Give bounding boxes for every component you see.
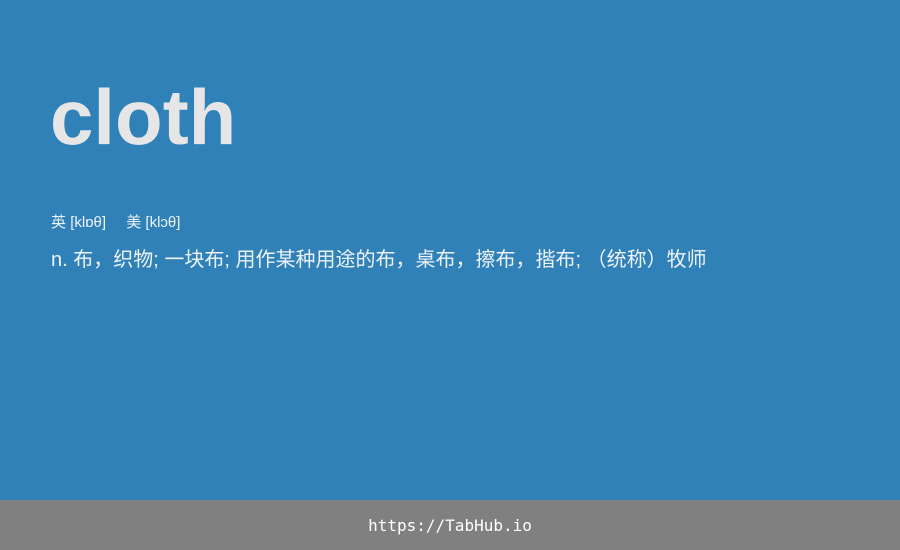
- footer-url-link[interactable]: https://TabHub.io: [368, 515, 532, 535]
- phonetic-us: 美 [klɔθ]: [126, 214, 180, 231]
- phonetic-uk: 英 [klɒθ]: [51, 214, 110, 231]
- definition-text: n. 布，织物; 一块布; 用作某种用途的布，桌布，擦布，揩布; （统称）牧师: [51, 249, 707, 271]
- phonetic-uk-value: [klɒθ]: [70, 214, 107, 231]
- word-card: cloth 英 [klɒθ] 美 [klɔθ] n. 布，织物; 一块布; 用作…: [50, 73, 707, 271]
- headword: cloth: [50, 73, 237, 161]
- phonetic-uk-label: 英: [51, 214, 67, 231]
- phonetics: 英 [klɒθ] 美 [klɔθ]: [51, 212, 180, 234]
- footer-bar: https://TabHub.io: [0, 500, 900, 550]
- phonetic-us-value: [klɔθ]: [145, 214, 181, 231]
- phonetic-us-label: 美: [126, 214, 142, 231]
